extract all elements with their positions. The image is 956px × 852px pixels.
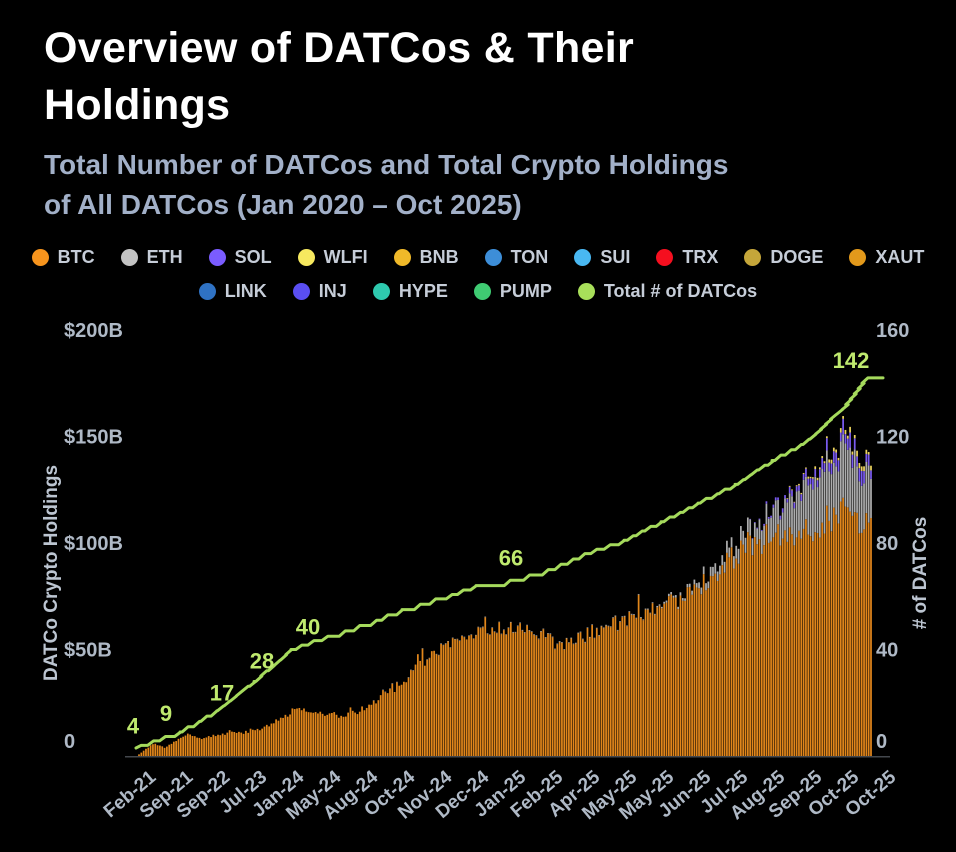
btc-bars [138, 497, 872, 756]
legend-item-inj: INJ [292, 281, 347, 302]
sol-bars [749, 418, 872, 539]
legend-item-btc: BTC [31, 247, 95, 268]
sui-color-dot-icon [574, 249, 592, 266]
bnb-color-dot-icon [393, 249, 411, 266]
subtitle-line-2: of All DATCos (Jan 2020 – Oct 2025) [44, 188, 522, 220]
annotation-28: 28 [250, 648, 274, 673]
legend-label: SUI [600, 247, 631, 267]
axis-tick-labels: 0 $50B $100B $150B $200B 0 40 80 120 160 [64, 320, 909, 753]
title-line-1: Overview of DATCos & Their [44, 24, 635, 72]
legend-item-sui: SUI [574, 247, 630, 268]
legend-item-link: LINK [198, 281, 267, 302]
pump-color-dot-icon [473, 283, 491, 300]
btc-color-dot-icon [31, 249, 49, 266]
right-axis-title: # of DATCos [910, 517, 931, 630]
ton-color-dot-icon [484, 249, 502, 266]
subtitle-line-1: Total Number of DATCos and Total Crypto … [44, 149, 729, 180]
right-axis-tick-label: 160 [876, 320, 909, 342]
right-axis-tick-label: 40 [876, 640, 898, 662]
legend-row-2: LINK INJ HYPE PUMP Total # of DATCos [0, 281, 956, 302]
legend-item-bnb: BNB [393, 247, 459, 268]
legend-label: HYPE [398, 281, 448, 301]
legend-row-1: BTC ETH SOL WLFI BNB TON SUI TRX DOGE XAUT [0, 247, 956, 268]
legend-item-eth: ETH [120, 247, 183, 268]
annotation-40: 40 [296, 615, 320, 640]
annotation-142: 142 [833, 348, 870, 373]
legend-label: ETH [146, 247, 183, 267]
title-line-2: Holdings [44, 80, 231, 129]
chart-canvas: 0 $50B $100B $150B $200B 0 40 80 120 160 DATCo Cry… [41, 320, 931, 824]
link-color-dot-icon [198, 283, 216, 300]
legend-label: WLFI [323, 247, 368, 267]
page-subtitle: Total Number of DATCos and Total Crypto … [44, 145, 728, 225]
legend-label: BNB [419, 247, 459, 267]
left-axis-tick-label: 0 [64, 731, 75, 753]
eth-bars [372, 434, 872, 701]
eth-color-dot-icon [120, 249, 138, 266]
legend-item-wlfi: WLFI [297, 247, 368, 268]
hype-color-dot-icon [372, 283, 390, 300]
right-axis-tick-label: 120 [876, 427, 909, 449]
legend-label: PUMP [499, 281, 552, 301]
other-bars [786, 416, 872, 503]
legend-item-xaut: XAUT [849, 247, 924, 268]
left-axis-tick-label: $100B [64, 533, 123, 555]
legend-item-hype: HYPE [372, 281, 448, 302]
total-datcos-step-line [134, 376, 885, 750]
sol-color-dot-icon [208, 249, 226, 266]
legend-label: TON [510, 247, 549, 267]
annotation-4: 4 [127, 713, 140, 738]
legend-label: BTC [57, 247, 95, 267]
wlfi-color-dot-icon [297, 249, 315, 266]
trx-color-dot-icon [656, 249, 674, 266]
legend-label: LINK [224, 281, 267, 301]
legend-label: INJ [318, 281, 347, 301]
legend-label: TRX [682, 247, 719, 267]
right-axis-tick-label: 80 [876, 533, 898, 555]
legend-item-pump: PUMP [473, 281, 552, 302]
legend-item-doge: DOGE [744, 247, 823, 268]
annotation-17: 17 [210, 681, 234, 706]
legend-item-total-of-datcos: Total # of DATCos [577, 281, 758, 302]
doge-color-dot-icon [744, 249, 762, 266]
left-axis-tick-label: $150B [64, 427, 123, 449]
legend-label: XAUT [875, 247, 925, 267]
inj-color-dot-icon [292, 283, 310, 300]
page-title: Overview of DATCos & Their Holdings [44, 20, 634, 134]
x-axis-tick-labels: Feb-21Sep-21Sep-22Jul-23Jan-24May-24Aug-… [100, 766, 901, 824]
legend-label: SOL [234, 247, 272, 267]
left-axis-tick-label: $50B [64, 640, 112, 662]
annotation-66: 66 [499, 545, 523, 570]
total-of-datcos-color-dot-icon [577, 283, 595, 300]
legend-item-sol: SOL [208, 247, 272, 268]
line-annotations: 4 9 17 28 40 66 142 [127, 348, 869, 738]
right-axis-tick-label: 0 [876, 731, 887, 753]
annotation-9: 9 [160, 701, 172, 726]
legend-label: Total # of DATCos [603, 281, 758, 301]
legend-item-ton: TON [484, 247, 549, 268]
xaut-color-dot-icon [849, 249, 867, 266]
legend-label: DOGE [770, 247, 824, 267]
legend-item-trx: TRX [656, 247, 718, 268]
left-axis-tick-label: $200B [64, 320, 123, 342]
left-axis-title: DATCo Crypto Holdings [41, 465, 62, 681]
